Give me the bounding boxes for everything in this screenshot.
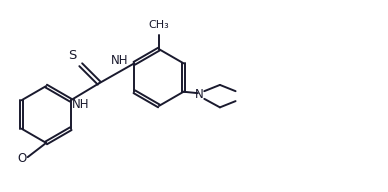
Text: N: N [195,88,204,101]
Text: CH₃: CH₃ [149,20,169,30]
Text: NH: NH [111,54,128,67]
Text: S: S [68,49,76,62]
Text: NH: NH [72,98,90,111]
Text: O: O [17,152,26,165]
